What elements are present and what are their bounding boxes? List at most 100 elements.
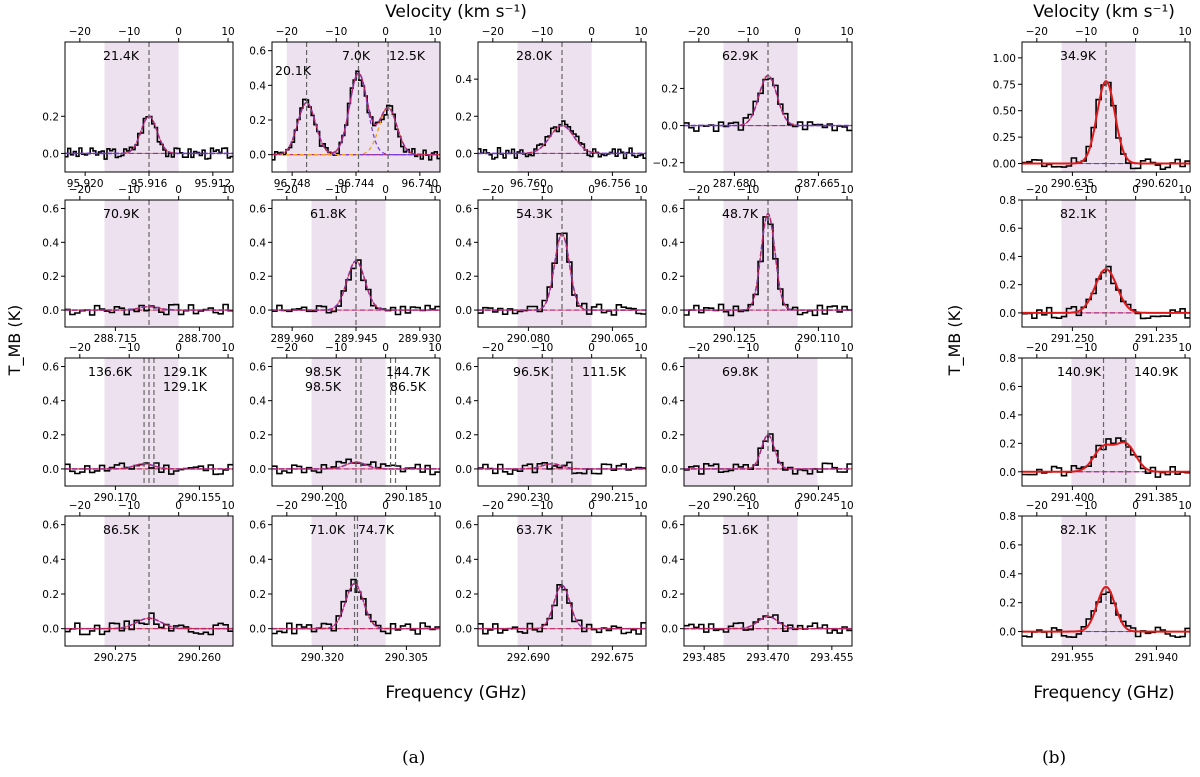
top-tick-label: −20 <box>276 184 298 196</box>
top-tick-label: −20 <box>1026 500 1048 512</box>
spectrum-panel-b2: 82.1K −20 −10 0 10 291.250 291.235 0.0 0.2 0.4 0.6… <box>999 184 1191 345</box>
y-tick-label: 0.00 <box>993 159 1016 171</box>
top-tick-label: −20 <box>688 342 710 354</box>
top-tick-label: −20 <box>1026 184 1048 196</box>
total-fit-red <box>65 617 233 630</box>
total-fit <box>1022 79 1190 165</box>
top-tick-label: −10 <box>325 342 347 354</box>
component-label: 98.5K <box>305 379 342 394</box>
y-tick-label: 0.2 <box>999 598 1016 610</box>
bottom-tick-label: 291.955 <box>1051 652 1094 664</box>
y-tick-label: 0.0 <box>455 148 472 160</box>
bottom-axis-label: Frequency (GHz) <box>385 683 526 703</box>
top-tick-label: −20 <box>688 500 710 512</box>
y-tick-label: 0.6 <box>999 540 1016 552</box>
top-tick-label: −10 <box>737 184 759 196</box>
y-tick-label: 0.4 <box>455 396 472 408</box>
top-tick-label: 10 <box>428 500 441 512</box>
y-tick-label: 0.4 <box>249 237 266 249</box>
bottom-tick-label: 289.960 <box>270 333 313 345</box>
spectrum-panel-a1: 21.4K −20 −10 0 10 95.920 95.916 95.912 0.0 0.2 <box>42 26 234 190</box>
top-tick-label: −10 <box>325 500 347 512</box>
spectrum-panel-a5: 70.9K −20 −10 0 10 288.715 288.700 0.0 0.2 0.4 0.6 <box>42 184 234 345</box>
plot-frame <box>477 41 647 173</box>
shaded-range <box>1061 200 1136 327</box>
component-label: 63.7K <box>516 522 553 537</box>
bottom-tick-label: 290.080 <box>507 333 550 345</box>
spectrum-panel-a13: 86.5K −20 −10 0 10 290.275 290.260 0.0 0.2 0.4 0.6 <box>42 500 234 664</box>
y-tick-label: 0.4 <box>999 410 1016 422</box>
plot-frame <box>1021 357 1191 487</box>
bottom-tick-label: 291.385 <box>1135 492 1178 504</box>
y-tick-label: 0.2 <box>249 115 266 127</box>
component-label: 111.5K <box>582 364 627 379</box>
y-tick-label: 0.0 <box>455 305 472 317</box>
y-tick-label: −0.2 <box>653 158 679 170</box>
y-tick-label: 0.0 <box>249 464 266 476</box>
top-tick-label: 0 <box>175 184 182 196</box>
bottom-tick-label: 289.945 <box>334 333 377 345</box>
y-tick-label: 0.0 <box>42 305 59 317</box>
bottom-tick-label: 95.920 <box>67 178 104 190</box>
total-fit-red <box>272 583 440 630</box>
bottom-tick-label: 96.748 <box>274 178 311 190</box>
spectrum-panel-a15: 63.7K −20 −10 0 10 292.690 292.675 0.0 0.2 0.4 0.6 <box>455 500 647 664</box>
spectrum-panel-a12: 69.8K −20 −10 0 10 290.260 290.245 0.0 0.2 0.4 0.6 <box>661 342 853 504</box>
top-tick-label: −20 <box>69 26 91 38</box>
bottom-tick-label: 291.940 <box>1135 652 1178 664</box>
component-label: 34.9K <box>1060 48 1097 63</box>
top-tick-label: 0 <box>382 342 389 354</box>
top-tick-label: −20 <box>688 26 710 38</box>
top-tick-label: 0 <box>175 342 182 354</box>
bottom-tick-label: 95.916 <box>131 178 168 190</box>
bottom-tick-label: 290.620 <box>1135 178 1178 190</box>
top-tick-label: 10 <box>840 500 853 512</box>
y-tick-label: 0.0 <box>661 624 678 636</box>
component-label: 51.6K <box>722 522 759 537</box>
y-tick-label: 0.0 <box>249 150 266 162</box>
component-label: 70.9K <box>103 206 140 221</box>
y-tick-label: 0.2 <box>42 111 59 123</box>
y-tick-label: 0.50 <box>993 106 1016 118</box>
y-tick-label: 0.75 <box>993 79 1016 91</box>
y-tick-label: 0.4 <box>999 251 1016 263</box>
y-tick-label: 0.6 <box>661 520 678 532</box>
bottom-tick-label: 290.185 <box>385 492 428 504</box>
top-tick-label: −20 <box>276 26 298 38</box>
y-tick-label: 0.2 <box>661 271 678 283</box>
bottom-tick-label: 290.305 <box>385 652 428 664</box>
total-fit <box>1022 585 1190 633</box>
bottom-tick-label: 290.155 <box>178 492 221 504</box>
y-tick-label: 0.2 <box>999 438 1016 450</box>
component-label: 21.4K <box>103 48 140 63</box>
y-tick-label: 0.2 <box>455 589 472 601</box>
top-tick-label: 10 <box>1178 26 1191 38</box>
bottom-tick-label: 288.700 <box>178 333 221 345</box>
shaded-range <box>517 42 592 172</box>
bottom-tick-label: 292.690 <box>507 652 550 664</box>
top-tick-label: 0 <box>382 500 389 512</box>
bottom-tick-label: 290.215 <box>591 492 634 504</box>
top-tick-label: 10 <box>221 342 234 354</box>
top-tick-label: −10 <box>737 26 759 38</box>
component-label: 140.9K <box>1057 364 1102 379</box>
component-label: 69.8K <box>722 364 759 379</box>
top-tick-label: −20 <box>482 184 504 196</box>
bottom-tick-label: 290.230 <box>507 492 550 504</box>
total-fit-red <box>478 463 646 470</box>
top-tick-label: −10 <box>1075 500 1097 512</box>
plot-frame <box>1021 515 1191 647</box>
bottom-axis-label-b: Frequency (GHz) <box>1033 683 1174 703</box>
total-fit-red <box>272 72 440 156</box>
top-tick-label: 10 <box>221 184 234 196</box>
spectrum-panel-b4: 82.1K −20 −10 0 10 291.955 291.940 0.0 0.2 0.4 0.6… <box>999 500 1191 664</box>
data-spectrum <box>684 433 852 475</box>
panel-a-caption: (a) <box>402 748 426 768</box>
component-label: 96.5K <box>513 364 550 379</box>
top-tick-label: −10 <box>118 342 140 354</box>
component-label: 74.7K <box>358 522 395 537</box>
y-tick-label: 0.2 <box>249 430 266 442</box>
